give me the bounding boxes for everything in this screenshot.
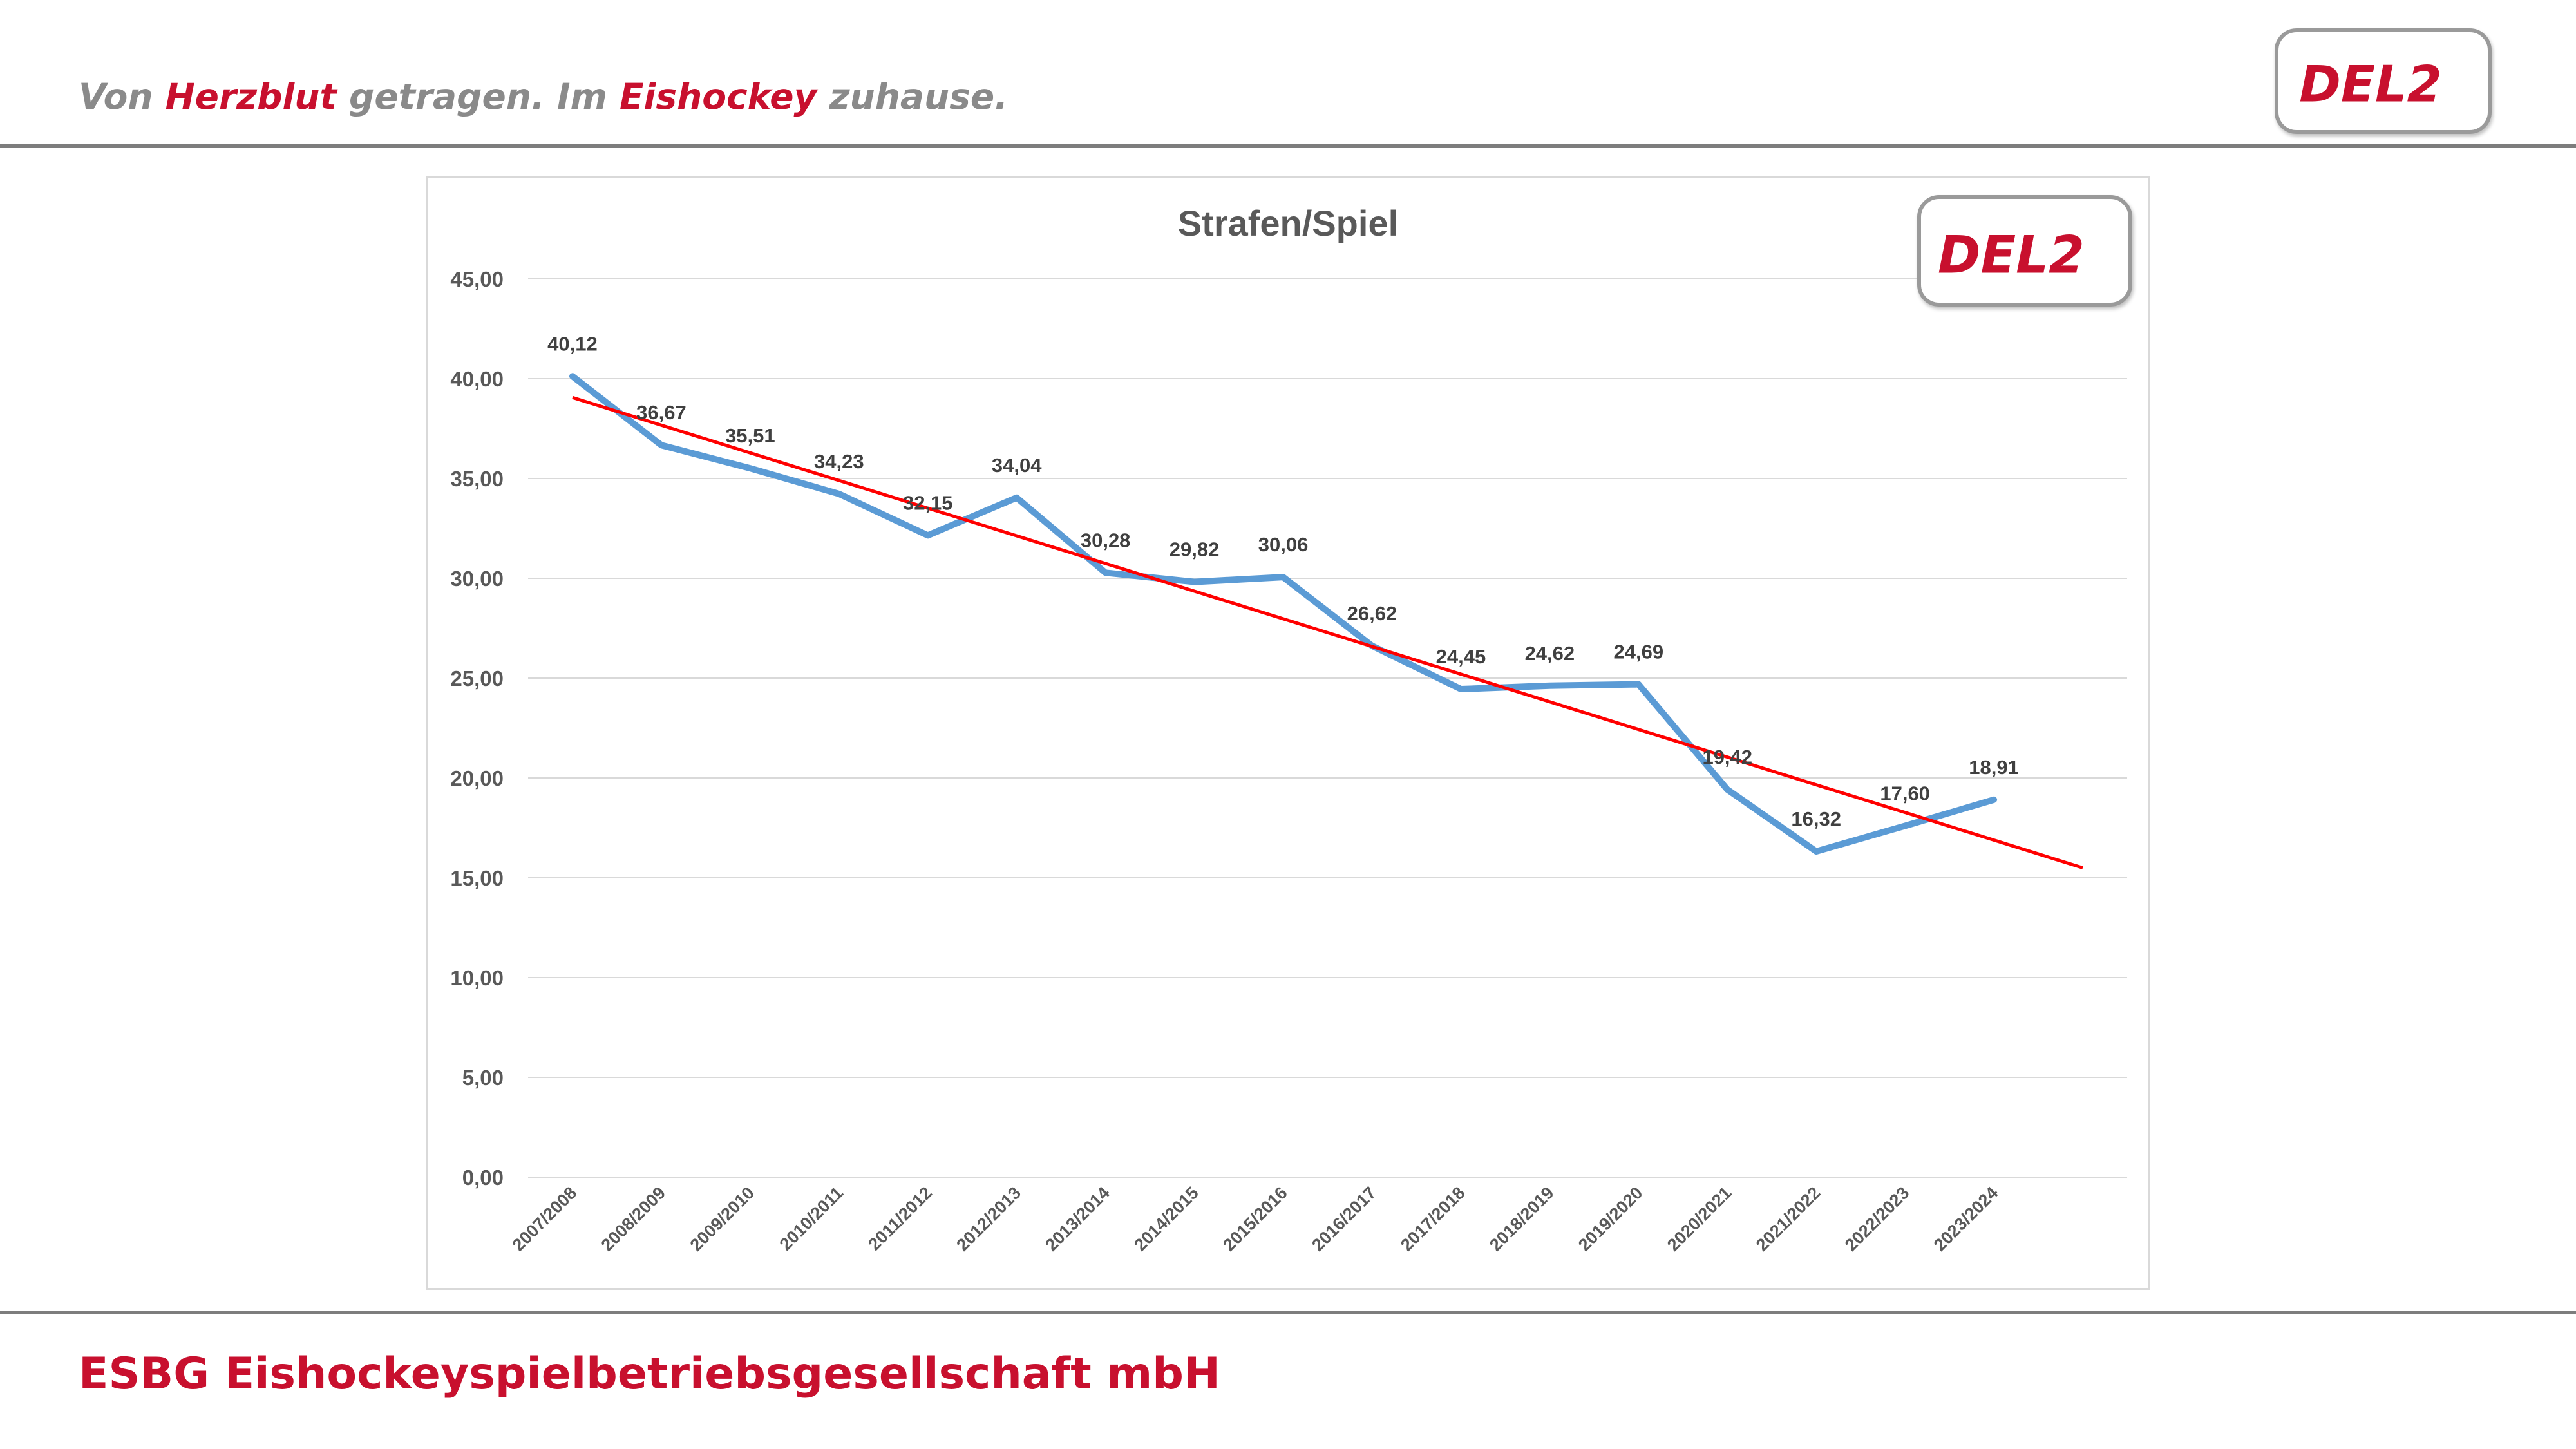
x-tick-label: 2016/2017 (1308, 1183, 1379, 1255)
y-tick-label: 0,00 (462, 1166, 504, 1189)
data-point (1991, 797, 1997, 803)
x-tick-label: 2018/2019 (1486, 1183, 1557, 1255)
data-label: 19,42 (1702, 746, 1752, 768)
y-tick-label: 45,00 (450, 267, 504, 291)
del2-logo-icon: DEL2 (1938, 225, 2085, 285)
data-label: 16,32 (1791, 808, 1841, 830)
data-label: 30,06 (1258, 533, 1309, 556)
x-tick-label: 2008/2009 (598, 1183, 669, 1255)
y-tick-label: 30,00 (450, 567, 504, 591)
data-label: 40,12 (547, 332, 598, 355)
data-point (1280, 574, 1287, 580)
x-tick-label: 2013/2014 (1041, 1183, 1113, 1255)
data-point (1546, 683, 1553, 689)
y-tick-label: 10,00 (450, 966, 504, 990)
slogan-highlight-eishockey: Eishockey (619, 76, 817, 117)
data-point (1635, 681, 1642, 688)
data-point (1902, 822, 1908, 829)
data-label: 24,45 (1436, 645, 1486, 668)
x-tick-label: 2012/2013 (952, 1183, 1024, 1255)
del2-logo-text: DEL2 (1938, 225, 2085, 285)
data-point (1103, 569, 1109, 576)
header-slogan: Von Herzblut getragen. Im Eishockey zuha… (79, 76, 1008, 117)
data-label: 35,51 (725, 424, 775, 447)
data-point (1724, 786, 1730, 793)
y-tick-label: 25,00 (450, 667, 504, 690)
slogan-part-2: getragen. Im (336, 76, 620, 117)
data-point (569, 373, 576, 379)
x-tick-label: 2015/2016 (1219, 1183, 1291, 1255)
y-tick-label: 5,00 (462, 1066, 504, 1090)
x-tick-label: 2014/2015 (1130, 1183, 1202, 1255)
y-tick-label: 35,00 (450, 467, 504, 491)
x-tick-label: 2010/2011 (776, 1183, 847, 1254)
slogan-part-3: zuhause. (817, 76, 1009, 117)
series-line (569, 373, 1998, 855)
data-point (1457, 686, 1464, 692)
footer-divider (0, 1311, 2576, 1314)
data-point (925, 532, 931, 538)
del2-chart-logo: DEL2 (1917, 195, 2132, 307)
x-tick-label: 2009/2010 (687, 1183, 758, 1255)
data-label: 34,04 (992, 454, 1042, 477)
slogan-part-1: Von (79, 76, 166, 117)
data-label: 24,69 (1614, 641, 1664, 663)
del2-logo-text: DEL2 (2299, 56, 2442, 114)
data-label: 24,62 (1525, 642, 1575, 665)
data-point (836, 491, 842, 497)
data-label: 34,23 (814, 450, 864, 473)
x-tick-label: 2017/2018 (1397, 1183, 1468, 1255)
x-tick-label: 2021/2022 (1752, 1183, 1824, 1255)
x-tick-label: 2019/2020 (1575, 1183, 1646, 1255)
data-label: 36,67 (636, 401, 687, 424)
data-point (658, 442, 665, 448)
data-point (1813, 848, 1819, 855)
x-tick-label: 2011/2012 (865, 1183, 936, 1254)
chart-title: Strafen/Spiel (1177, 203, 1399, 243)
chart-panel: 0,00 5,00 10,00 15,00 20,00 25,00 30,00 35,00 40… (426, 176, 2150, 1290)
data-label: 32,15 (903, 491, 953, 514)
footer-company-name: ESBG Eishockeyspielbetriebsgesellschaft … (79, 1349, 1220, 1399)
data-point (1014, 495, 1020, 501)
data-label: 17,60 (1880, 782, 1930, 804)
x-tick-label: 2020/2021 (1663, 1183, 1735, 1255)
x-tick-label: 2007/2008 (509, 1183, 580, 1255)
trend-line (572, 395, 2083, 869)
penalties-line-chart: 0,00 5,00 10,00 15,00 20,00 25,00 30,00 35,00 40… (450, 267, 2127, 1255)
data-label: 18,91 (1969, 756, 2019, 779)
del2-header-logo: DEL2 (2275, 28, 2492, 134)
x-tick-label: 2022/2023 (1841, 1183, 1913, 1255)
y-tick-label: 40,00 (450, 367, 504, 391)
data-label: 29,82 (1170, 538, 1220, 561)
y-tick-label: 20,00 (450, 766, 504, 790)
data-label: 26,62 (1347, 602, 1397, 625)
y-tick-label: 15,00 (450, 866, 504, 890)
x-tick-label: 2023/2024 (1930, 1183, 2002, 1255)
del2-logo-icon: DEL2 (2299, 56, 2442, 114)
header-divider (0, 144, 2576, 148)
data-label: 30,28 (1081, 529, 1131, 551)
data-point (747, 465, 753, 471)
slogan-highlight-herzblut: Herzblut (165, 76, 337, 117)
data-point (1191, 579, 1198, 585)
